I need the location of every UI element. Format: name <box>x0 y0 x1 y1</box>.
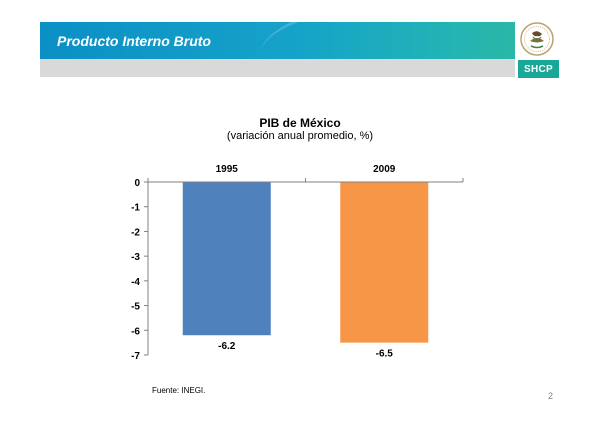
header-band <box>40 22 515 59</box>
slide-title: Producto Interno Bruto <box>57 33 211 49</box>
y-tick-label: -6 <box>131 326 140 337</box>
y-tick-label: -7 <box>131 351 140 362</box>
source-note: Fuente: INEGI. <box>152 386 206 395</box>
data-label: -6.2 <box>218 341 236 352</box>
chart-title: PIB de México <box>259 116 341 130</box>
bar <box>340 182 429 343</box>
data-label: -6.5 <box>376 349 394 360</box>
mexico-coat-of-arms-icon <box>520 22 554 56</box>
header-gray-bar <box>40 59 515 77</box>
y-tick-label: -1 <box>131 203 140 214</box>
bar <box>182 182 271 336</box>
chart-subtitle: (variación anual promedio, %) <box>226 130 374 142</box>
y-tick-label: -2 <box>131 227 140 238</box>
shcp-badge: SHCP <box>518 60 559 78</box>
y-tick-label: -3 <box>131 252 140 263</box>
category-label: 2009 <box>373 164 396 175</box>
y-tick-label: 0 <box>134 178 140 189</box>
page-number: 2 <box>548 391 554 401</box>
category-label: 1995 <box>216 164 239 175</box>
y-tick-label: -5 <box>131 302 140 313</box>
y-tick-label: -4 <box>131 277 140 288</box>
